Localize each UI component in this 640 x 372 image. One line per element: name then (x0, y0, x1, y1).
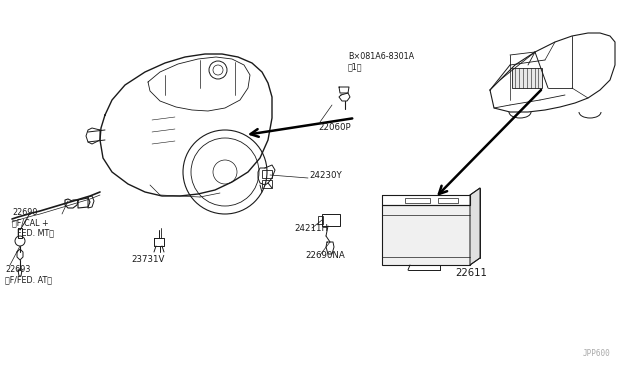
Polygon shape (470, 188, 480, 265)
Text: 23731V: 23731V (131, 255, 164, 264)
Text: 22690NA: 22690NA (305, 251, 345, 260)
Text: 22690
＜F/CAL +
  FED. MT＞: 22690 ＜F/CAL + FED. MT＞ (12, 208, 54, 238)
Bar (322, 214, 340, 226)
Bar (512, 68, 542, 88)
Bar (262, 170, 272, 178)
Bar (318, 216, 323, 224)
Bar (438, 198, 458, 203)
Bar (405, 198, 430, 203)
Text: B×081A6-8301A
（1）: B×081A6-8301A （1） (348, 52, 414, 71)
Text: 24230Y: 24230Y (309, 170, 342, 180)
Text: JPP600: JPP600 (582, 349, 610, 358)
Bar (382, 205, 470, 265)
Text: 22060P: 22060P (318, 123, 351, 132)
Text: 24211H: 24211H (294, 224, 328, 232)
Bar (262, 180, 272, 188)
Text: 22611: 22611 (455, 268, 487, 278)
Text: 22693
＜F/FED. AT＞: 22693 ＜F/FED. AT＞ (5, 265, 52, 285)
